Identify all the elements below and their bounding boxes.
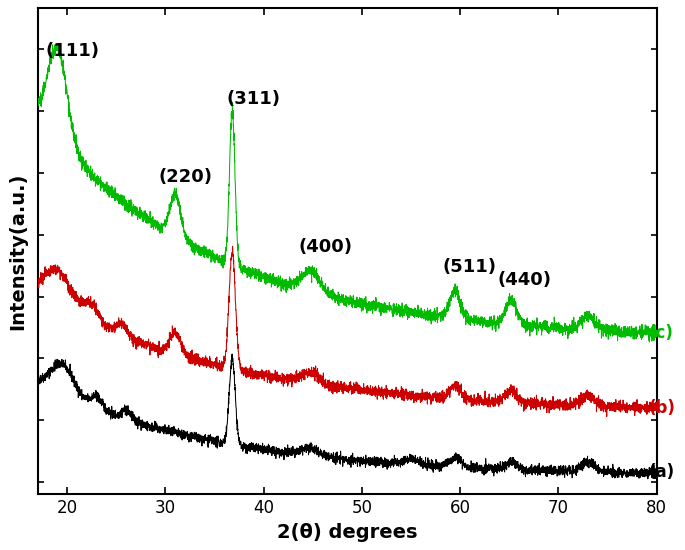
Text: (220): (220) [158,168,212,186]
Text: (511): (511) [443,258,497,276]
Text: (c): (c) [649,324,673,342]
Y-axis label: Intensity(a.u.): Intensity(a.u.) [8,173,27,330]
Text: (400): (400) [298,238,352,256]
X-axis label: 2(θ) degrees: 2(θ) degrees [277,522,417,542]
Text: (a): (a) [649,464,675,481]
Text: (b): (b) [649,399,675,417]
Text: (111): (111) [46,42,99,60]
Text: (311): (311) [226,90,280,108]
Text: (440): (440) [497,271,551,289]
